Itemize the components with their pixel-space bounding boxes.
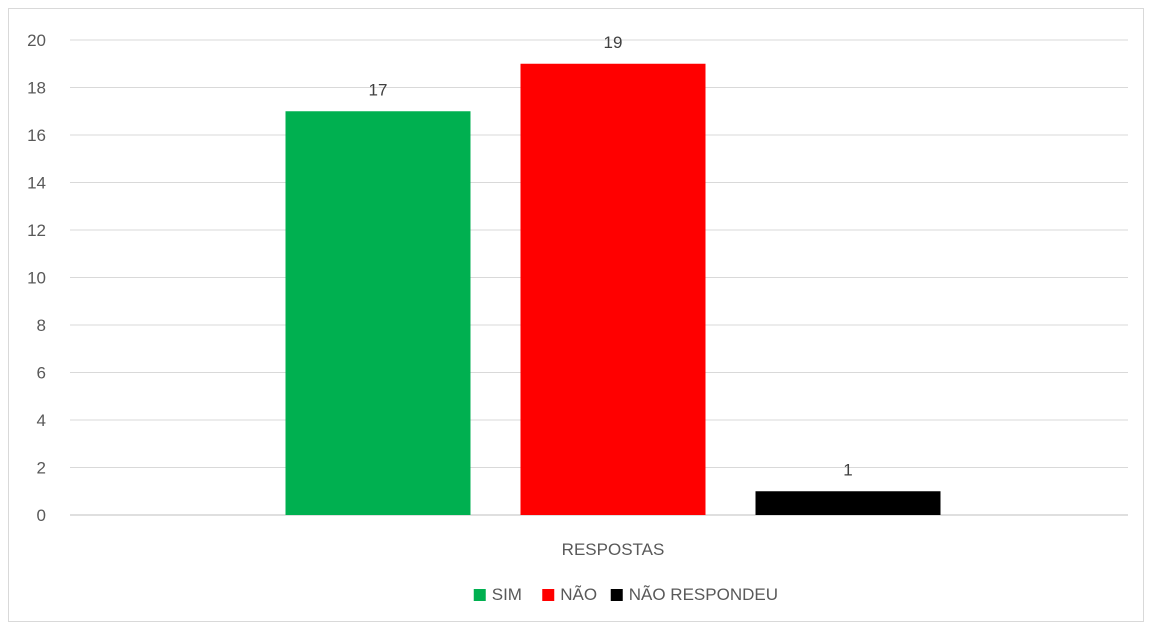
y-tick-label: 4 — [37, 411, 46, 430]
y-tick-label: 12 — [27, 221, 46, 240]
y-tick-label: 14 — [27, 174, 46, 193]
y-tick-label: 8 — [37, 316, 46, 335]
bar-não — [520, 63, 706, 515]
data-label: 1 — [843, 460, 852, 479]
legend-label: SIM — [492, 585, 522, 604]
bar-não-respondeu — [755, 491, 941, 515]
data-labels: 17 19 1 — [369, 33, 853, 480]
bar-sim — [285, 111, 471, 515]
legend-label: NÃO — [560, 585, 597, 604]
x-axis: RESPOSTAS — [562, 540, 665, 559]
y-tick-label: 0 — [37, 506, 46, 525]
y-axis-ticks: 0 2 4 6 8 10 12 14 16 18 20 — [27, 31, 46, 525]
y-tick-label: 10 — [27, 269, 46, 288]
y-tick-label: 18 — [27, 79, 46, 98]
legend-swatch — [542, 589, 555, 601]
data-label: 19 — [604, 33, 623, 52]
legend-swatch — [610, 589, 623, 601]
y-tick-label: 2 — [37, 459, 46, 478]
y-tick-label: 6 — [37, 364, 46, 383]
x-category-label: RESPOSTAS — [562, 540, 665, 559]
legend-swatch — [473, 589, 486, 601]
bars — [285, 63, 941, 515]
data-label: 17 — [369, 80, 388, 99]
y-tick-label: 20 — [27, 31, 46, 50]
y-tick-label: 16 — [27, 126, 46, 145]
legend: SIM NÃO NÃO RESPONDEU — [473, 585, 778, 604]
legend-label: NÃO RESPONDEU — [629, 585, 778, 604]
